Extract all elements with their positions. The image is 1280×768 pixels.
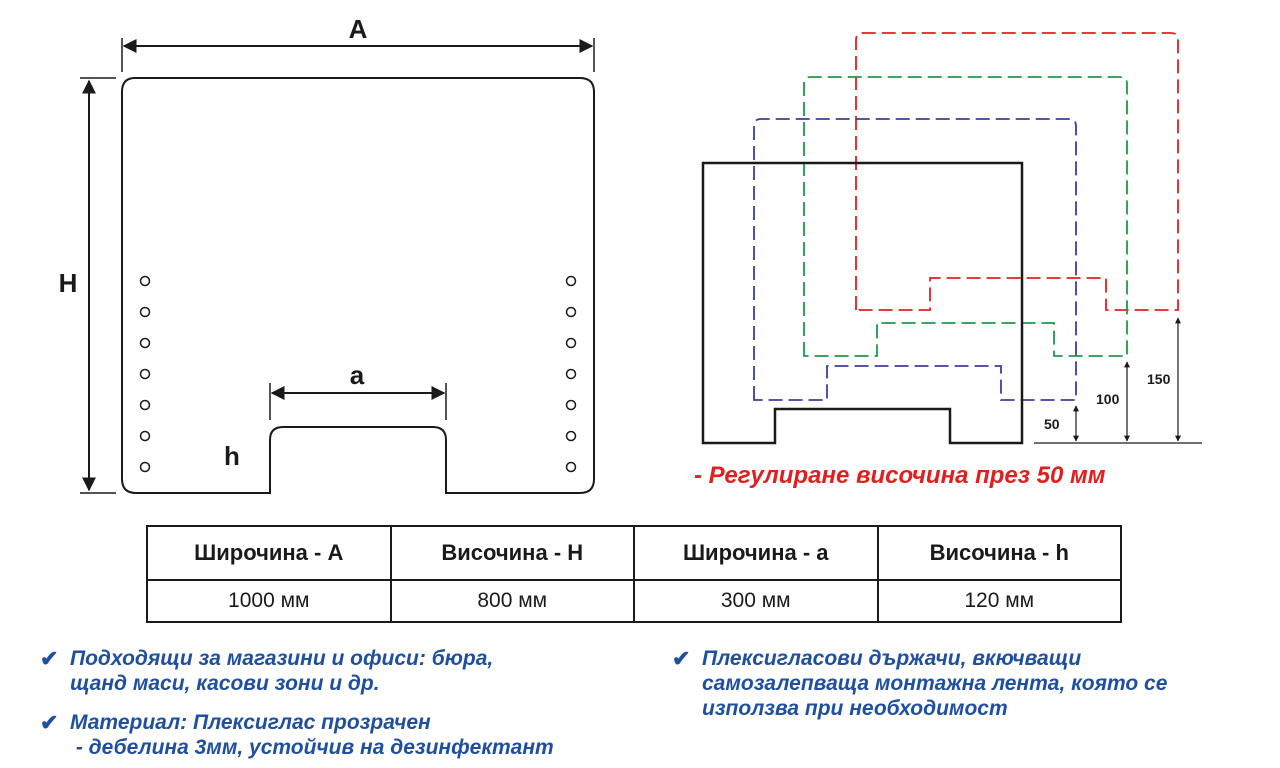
value-width-A: 1000 мм	[146, 579, 392, 623]
height-adjustment-view	[701, 32, 1202, 445]
value-height-h: 120 мм	[876, 579, 1122, 623]
feature-text: Плексигласови държачи, вкючващи самозале…	[702, 646, 1167, 721]
feature-line: Плексигласови държачи, вкючващи	[702, 647, 1082, 670]
checkmark-icon: ✔	[40, 646, 59, 671]
outline-base	[701, 161, 1024, 445]
feature-line: - дебелина 3мм, устойчив на дезинфектант	[70, 736, 554, 759]
panel-outline	[121, 77, 595, 494]
label-height-H: H	[59, 268, 78, 298]
height-mark-50: 50	[1044, 416, 1060, 432]
value-width-a: 300 мм	[633, 579, 879, 623]
value-height-H: 800 мм	[389, 579, 635, 623]
specs-value-row: 1000 мм 800 мм 300 мм 120 мм	[146, 579, 1122, 623]
header-width-a: Широчина - a	[633, 525, 879, 581]
checkmark-icon: ✔	[40, 710, 59, 735]
feature-text: Подходящи за магазини и офиси: бюра, щан…	[70, 646, 493, 696]
height-mark-100: 100	[1096, 391, 1120, 407]
height-mark-150: 150	[1147, 371, 1171, 387]
header-width-A: Широчина - A	[146, 525, 392, 581]
feature-line: самозалепваща монтажна лента, която се	[702, 672, 1168, 695]
header-height-H: Височина - H	[389, 525, 635, 581]
label-window-width-a: a	[350, 360, 365, 390]
specs-table: Широчина - A Височина - H Широчина - a В…	[146, 525, 1122, 623]
feature-line: Подходящи за магазини и офиси: бюра,	[70, 647, 494, 670]
checkmark-icon: ✔	[672, 646, 691, 671]
label-width-A: A	[349, 14, 368, 44]
height-adjustment-note: - Регулиране височина през 50 мм	[694, 462, 1106, 489]
mounting-holes-left	[139, 275, 151, 473]
label-window-height-h: h	[224, 441, 240, 471]
feature-text: Материал: Плексиглас прозрачен - дебелин…	[70, 710, 554, 760]
mounting-holes-right	[565, 275, 577, 473]
feature-line: използва при необходимост	[702, 697, 1008, 720]
specs-header-row: Широчина - A Височина - H Широчина - a В…	[146, 525, 1122, 581]
feature-line: щанд маси, касови зони и др.	[70, 672, 380, 695]
outline-level-50	[753, 118, 1077, 401]
front-view	[80, 38, 595, 494]
outline-level-150	[855, 32, 1179, 311]
header-height-h: Височина - h	[876, 525, 1122, 581]
feature-line: Материал: Плексиглас прозрачен	[70, 711, 431, 734]
outline-level-100	[803, 76, 1128, 357]
